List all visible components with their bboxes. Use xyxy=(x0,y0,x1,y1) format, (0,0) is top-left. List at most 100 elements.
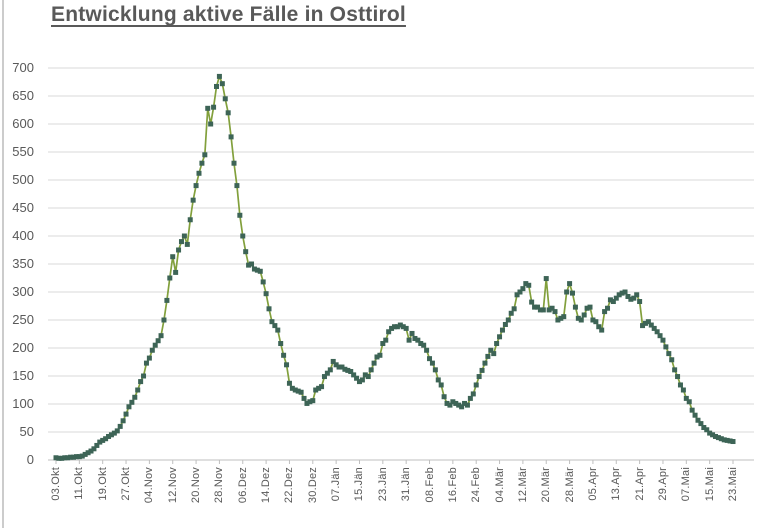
data-point-marker xyxy=(648,322,654,328)
data-point-marker xyxy=(680,387,686,393)
data-point-marker xyxy=(625,293,631,299)
data-point-marker xyxy=(459,404,465,410)
data-point-marker xyxy=(561,314,567,320)
data-point-marker xyxy=(529,299,535,305)
data-point-marker xyxy=(494,341,500,347)
data-point-marker xyxy=(427,356,433,362)
data-point-marker xyxy=(342,366,348,372)
data-point-marker xyxy=(56,455,62,461)
data-point-marker xyxy=(499,327,505,333)
data-point-marker xyxy=(686,399,692,405)
data-point-marker xyxy=(339,364,345,370)
x-tick-label: 22.Dez xyxy=(283,467,296,504)
data-point-marker xyxy=(149,347,155,353)
data-point-marker xyxy=(362,372,368,378)
data-point-marker xyxy=(214,83,219,89)
data-point-marker xyxy=(135,387,141,393)
data-point-marker xyxy=(584,305,590,311)
data-point-marker xyxy=(718,436,724,442)
data-point-marker xyxy=(59,455,65,461)
data-point-marker xyxy=(450,399,456,405)
data-point-marker xyxy=(348,369,354,375)
data-point-marker xyxy=(251,266,257,272)
data-point-marker xyxy=(266,306,272,312)
x-tick-label: 08.Feb xyxy=(423,467,436,503)
data-point-marker xyxy=(599,327,605,333)
data-point-marker xyxy=(432,367,438,373)
data-point-marker xyxy=(62,455,68,461)
data-point-marker xyxy=(254,267,260,273)
data-point-marker xyxy=(438,382,444,388)
data-point-marker xyxy=(243,249,249,255)
data-point-marker xyxy=(53,455,59,461)
data-point-marker xyxy=(304,400,310,406)
x-tick-label: 15.Mai xyxy=(703,467,716,502)
data-point-marker xyxy=(211,104,217,110)
gridlines xyxy=(48,67,754,433)
data-point-marker xyxy=(543,276,549,282)
data-point-marker xyxy=(193,183,199,189)
y-tick-label: 650 xyxy=(12,88,34,103)
data-point-marker xyxy=(555,317,561,323)
data-point-marker xyxy=(181,233,187,239)
data-point-marker xyxy=(441,394,447,400)
data-point-marker xyxy=(219,81,225,87)
data-point-marker xyxy=(129,399,135,405)
data-point-marker xyxy=(456,402,462,408)
data-point-marker xyxy=(634,292,640,298)
data-point-marker xyxy=(552,309,558,315)
window-left-border xyxy=(2,0,4,528)
y-tick-label: 100 xyxy=(12,396,34,411)
data-point-marker xyxy=(605,305,611,311)
data-point-marker xyxy=(228,134,234,140)
data-point-marker xyxy=(392,324,397,330)
data-point-marker xyxy=(284,362,290,368)
data-point-marker xyxy=(511,306,517,312)
data-point-marker xyxy=(654,329,660,335)
data-point-marker xyxy=(103,436,109,442)
data-point-marker xyxy=(485,353,491,359)
y-tick-label: 250 xyxy=(12,312,34,327)
data-point-marker xyxy=(234,183,240,189)
x-tick-label: 21.Apr xyxy=(633,467,646,501)
data-point-marker xyxy=(208,121,214,127)
data-point-marker xyxy=(263,291,269,297)
data-point-marker xyxy=(587,304,593,310)
data-point-marker xyxy=(721,437,727,443)
data-point-marker xyxy=(669,357,675,363)
data-point-marker xyxy=(575,315,581,321)
data-point-marker xyxy=(473,382,479,388)
data-point-marker xyxy=(724,437,730,443)
data-point-marker xyxy=(660,337,666,343)
data-point-marker xyxy=(479,367,485,373)
data-point-marker xyxy=(415,337,421,343)
x-tick-label: 23.Jän xyxy=(376,467,389,502)
data-point-marker xyxy=(146,355,152,361)
data-point-marker xyxy=(225,110,231,116)
data-point-marker xyxy=(394,324,400,330)
data-point-marker xyxy=(120,418,126,424)
data-point-marker xyxy=(578,317,584,323)
y-tick-label: 700 xyxy=(12,60,34,75)
data-point-marker xyxy=(453,400,459,406)
data-point-marker xyxy=(637,299,643,305)
data-point-marker xyxy=(564,289,570,295)
data-point-marker xyxy=(532,304,538,310)
data-point-marker xyxy=(537,307,543,313)
data-point-marker xyxy=(406,337,412,343)
data-point-marker xyxy=(698,421,704,427)
x-tick-label: 31.Jän xyxy=(400,467,413,502)
data-point-marker xyxy=(730,439,736,445)
x-tick-label: 29.Apr xyxy=(656,467,669,501)
data-point-marker xyxy=(464,402,470,408)
data-point-marker xyxy=(333,362,339,368)
x-tick-label: 13.Apr xyxy=(610,467,623,501)
data-point-marker xyxy=(356,379,362,385)
data-point-marker xyxy=(126,404,132,410)
data-point-marker xyxy=(447,402,453,408)
data-point-marker xyxy=(173,269,179,275)
x-tick-label: 06.Dez xyxy=(236,467,249,504)
data-point-marker xyxy=(82,451,88,457)
data-point-marker xyxy=(596,324,602,330)
data-point-marker xyxy=(281,352,287,358)
